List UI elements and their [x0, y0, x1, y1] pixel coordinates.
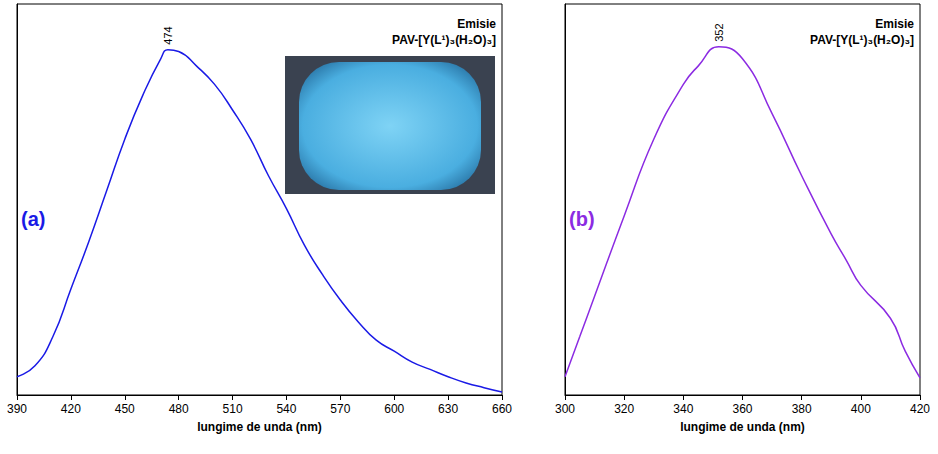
svg-text:510: 510 — [223, 402, 243, 416]
svg-text:390: 390 — [7, 402, 27, 416]
svg-text:PAV-[Y(L¹)₃(H₂O)₃]: PAV-[Y(L¹)₃(H₂O)₃] — [392, 33, 496, 47]
svg-text:660: 660 — [492, 402, 512, 416]
svg-text:(b): (b) — [569, 208, 595, 230]
svg-text:400: 400 — [851, 402, 871, 416]
svg-text:474: 474 — [162, 26, 174, 44]
svg-text:450: 450 — [115, 402, 135, 416]
svg-text:PAV-[Y(L¹)₃(H₂O)₃]: PAV-[Y(L¹)₃(H₂O)₃] — [810, 33, 914, 47]
svg-text:300: 300 — [555, 402, 575, 416]
svg-text:600: 600 — [384, 402, 404, 416]
svg-text:480: 480 — [169, 402, 189, 416]
svg-text:lungime de unda (nm): lungime de unda (nm) — [680, 420, 805, 434]
svg-text:340: 340 — [673, 402, 693, 416]
svg-text:(a): (a) — [21, 208, 45, 230]
svg-text:320: 320 — [614, 402, 634, 416]
svg-text:420: 420 — [910, 402, 930, 416]
svg-text:540: 540 — [276, 402, 296, 416]
svg-text:Emisie: Emisie — [457, 17, 496, 31]
svg-text:630: 630 — [438, 402, 458, 416]
svg-text:Emisie: Emisie — [875, 17, 914, 31]
svg-text:360: 360 — [732, 402, 752, 416]
svg-text:352: 352 — [713, 23, 725, 41]
svg-text:380: 380 — [792, 402, 812, 416]
svg-text:420: 420 — [61, 402, 81, 416]
svg-text:570: 570 — [330, 402, 350, 416]
svg-text:lungime de unda (nm): lungime de unda (nm) — [197, 420, 322, 434]
